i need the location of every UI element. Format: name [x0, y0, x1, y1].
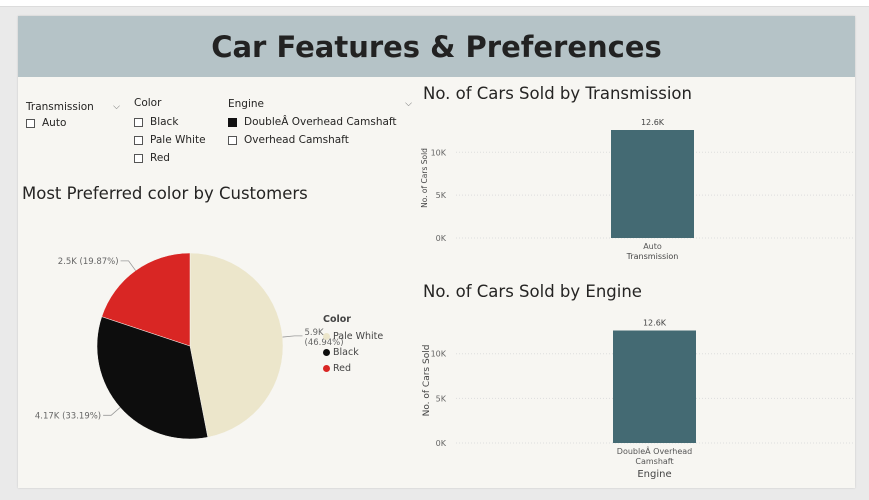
legend-swatch	[323, 364, 330, 372]
bar[interactable]	[613, 330, 696, 444]
report-header: Car Features & Preferences	[18, 16, 855, 77]
slicer-item-red[interactable]: Red	[134, 149, 214, 167]
slicer-item-label: Pale White	[150, 134, 206, 146]
legend-item-black[interactable]: Black	[323, 344, 383, 360]
chevron-down-icon[interactable]: ⌵	[113, 102, 120, 112]
legend-item-red[interactable]: Red	[323, 360, 383, 376]
x-tick-label: DoubleÂ Overhead	[617, 445, 692, 456]
slicer-item-overhead-camshaft[interactable]: Overhead Camshaft	[228, 131, 412, 149]
slicer-header[interactable]: Transmission ⌵	[26, 100, 120, 114]
legend-title: Color	[323, 314, 351, 325]
slicer-title: Transmission	[26, 101, 94, 113]
slicer-item-label: DoubleÂ Overhead Camshaft	[244, 116, 397, 128]
slicer-item-label: Auto	[42, 117, 67, 129]
checkbox[interactable]	[26, 118, 35, 128]
checkbox[interactable]	[134, 117, 143, 127]
transmission-chart-title: No. of Cars Sold by Transmission	[423, 84, 692, 103]
legend-swatch	[323, 348, 330, 356]
slicer-item-black[interactable]: Black	[134, 113, 214, 131]
pie-leader-line	[103, 407, 121, 416]
legend-swatch	[323, 332, 330, 340]
x-tick-label: Auto	[643, 242, 662, 251]
report-canvas: Car Features & Preferences Transmission …	[18, 16, 855, 488]
window-top-bar	[0, 0, 869, 7]
y-tick-label: 10K	[431, 350, 447, 359]
pie-slice-red[interactable]	[101, 252, 191, 347]
y-tick-label: 0K	[436, 234, 447, 243]
legend-item-pale-white[interactable]: Pale White	[323, 328, 383, 344]
y-tick-label: 0K	[436, 439, 447, 448]
slicer-item-double-overhead-camshaft[interactable]: DoubleÂ Overhead Camshaft	[228, 113, 412, 131]
slicer-header[interactable]: Engine ⌵	[228, 97, 412, 111]
transmission-slicer[interactable]: Transmission ⌵ Auto	[26, 100, 120, 132]
pie-slice-pale-white[interactable]	[189, 252, 284, 438]
legend-label: Pale White	[333, 330, 384, 342]
checkbox[interactable]	[134, 153, 143, 163]
pie-leader-line	[120, 260, 136, 271]
y-tick-label: 5K	[436, 394, 447, 403]
pie-data-label: 4.17K (33.19%)	[35, 411, 101, 421]
pie-leader-line	[282, 335, 303, 338]
bar-data-label: 12.6K	[643, 319, 667, 328]
slicer-item-auto[interactable]: Auto	[26, 114, 120, 132]
pie-data-label: 5.9K	[305, 328, 325, 338]
engine-slicer[interactable]: Engine ⌵ DoubleÂ Overhead Camshaft Overh…	[228, 97, 412, 149]
pie-data-label: (46.94%)	[305, 338, 344, 348]
engine-chart-title: No. of Cars Sold by Engine	[423, 282, 642, 301]
pie-slice-black[interactable]	[96, 316, 209, 440]
slicer-title: Color	[134, 97, 162, 109]
slicer-item-label: Black	[150, 116, 179, 128]
y-tick-label: 5K	[436, 191, 447, 200]
slicer-item-pale-white[interactable]: Pale White	[134, 131, 214, 149]
checkbox[interactable]	[228, 135, 237, 145]
x-tick-label: Camshaft	[635, 457, 673, 466]
y-axis-label: No. of Cars Sold	[420, 148, 429, 208]
slicer-title: Engine	[228, 98, 264, 110]
slicer-item-label: Overhead Camshaft	[244, 134, 349, 146]
slicer-header: Color	[134, 96, 214, 110]
pie-legend: Color Pale White Black Red	[323, 314, 383, 376]
color-slicer[interactable]: Color Black Pale White Red	[134, 96, 214, 167]
slicer-item-label: Red	[150, 152, 170, 164]
pie-data-label: 2.5K (19.87%)	[58, 257, 119, 267]
legend-label: Red	[333, 362, 352, 374]
x-axis-label: Transmission	[626, 252, 679, 261]
report-title: Car Features & Preferences	[211, 29, 662, 64]
x-axis-label: Engine	[637, 469, 671, 480]
legend-label: Black	[333, 346, 359, 358]
pie-chart-title: Most Preferred color by Customers	[22, 184, 308, 203]
chevron-down-icon[interactable]: ⌵	[405, 99, 412, 109]
y-axis-label: No. of Cars Sold	[422, 345, 432, 417]
checkbox[interactable]	[134, 135, 143, 145]
y-tick-label: 10K	[431, 148, 447, 157]
pie-chart[interactable]: 5.9K(46.94%) 4.17K (33.19%) 2.5K (19.87%)	[18, 216, 344, 476]
checkbox-checked[interactable]	[228, 117, 237, 127]
bar-data-label: 12.6K	[641, 118, 665, 127]
bar[interactable]	[611, 130, 694, 238]
